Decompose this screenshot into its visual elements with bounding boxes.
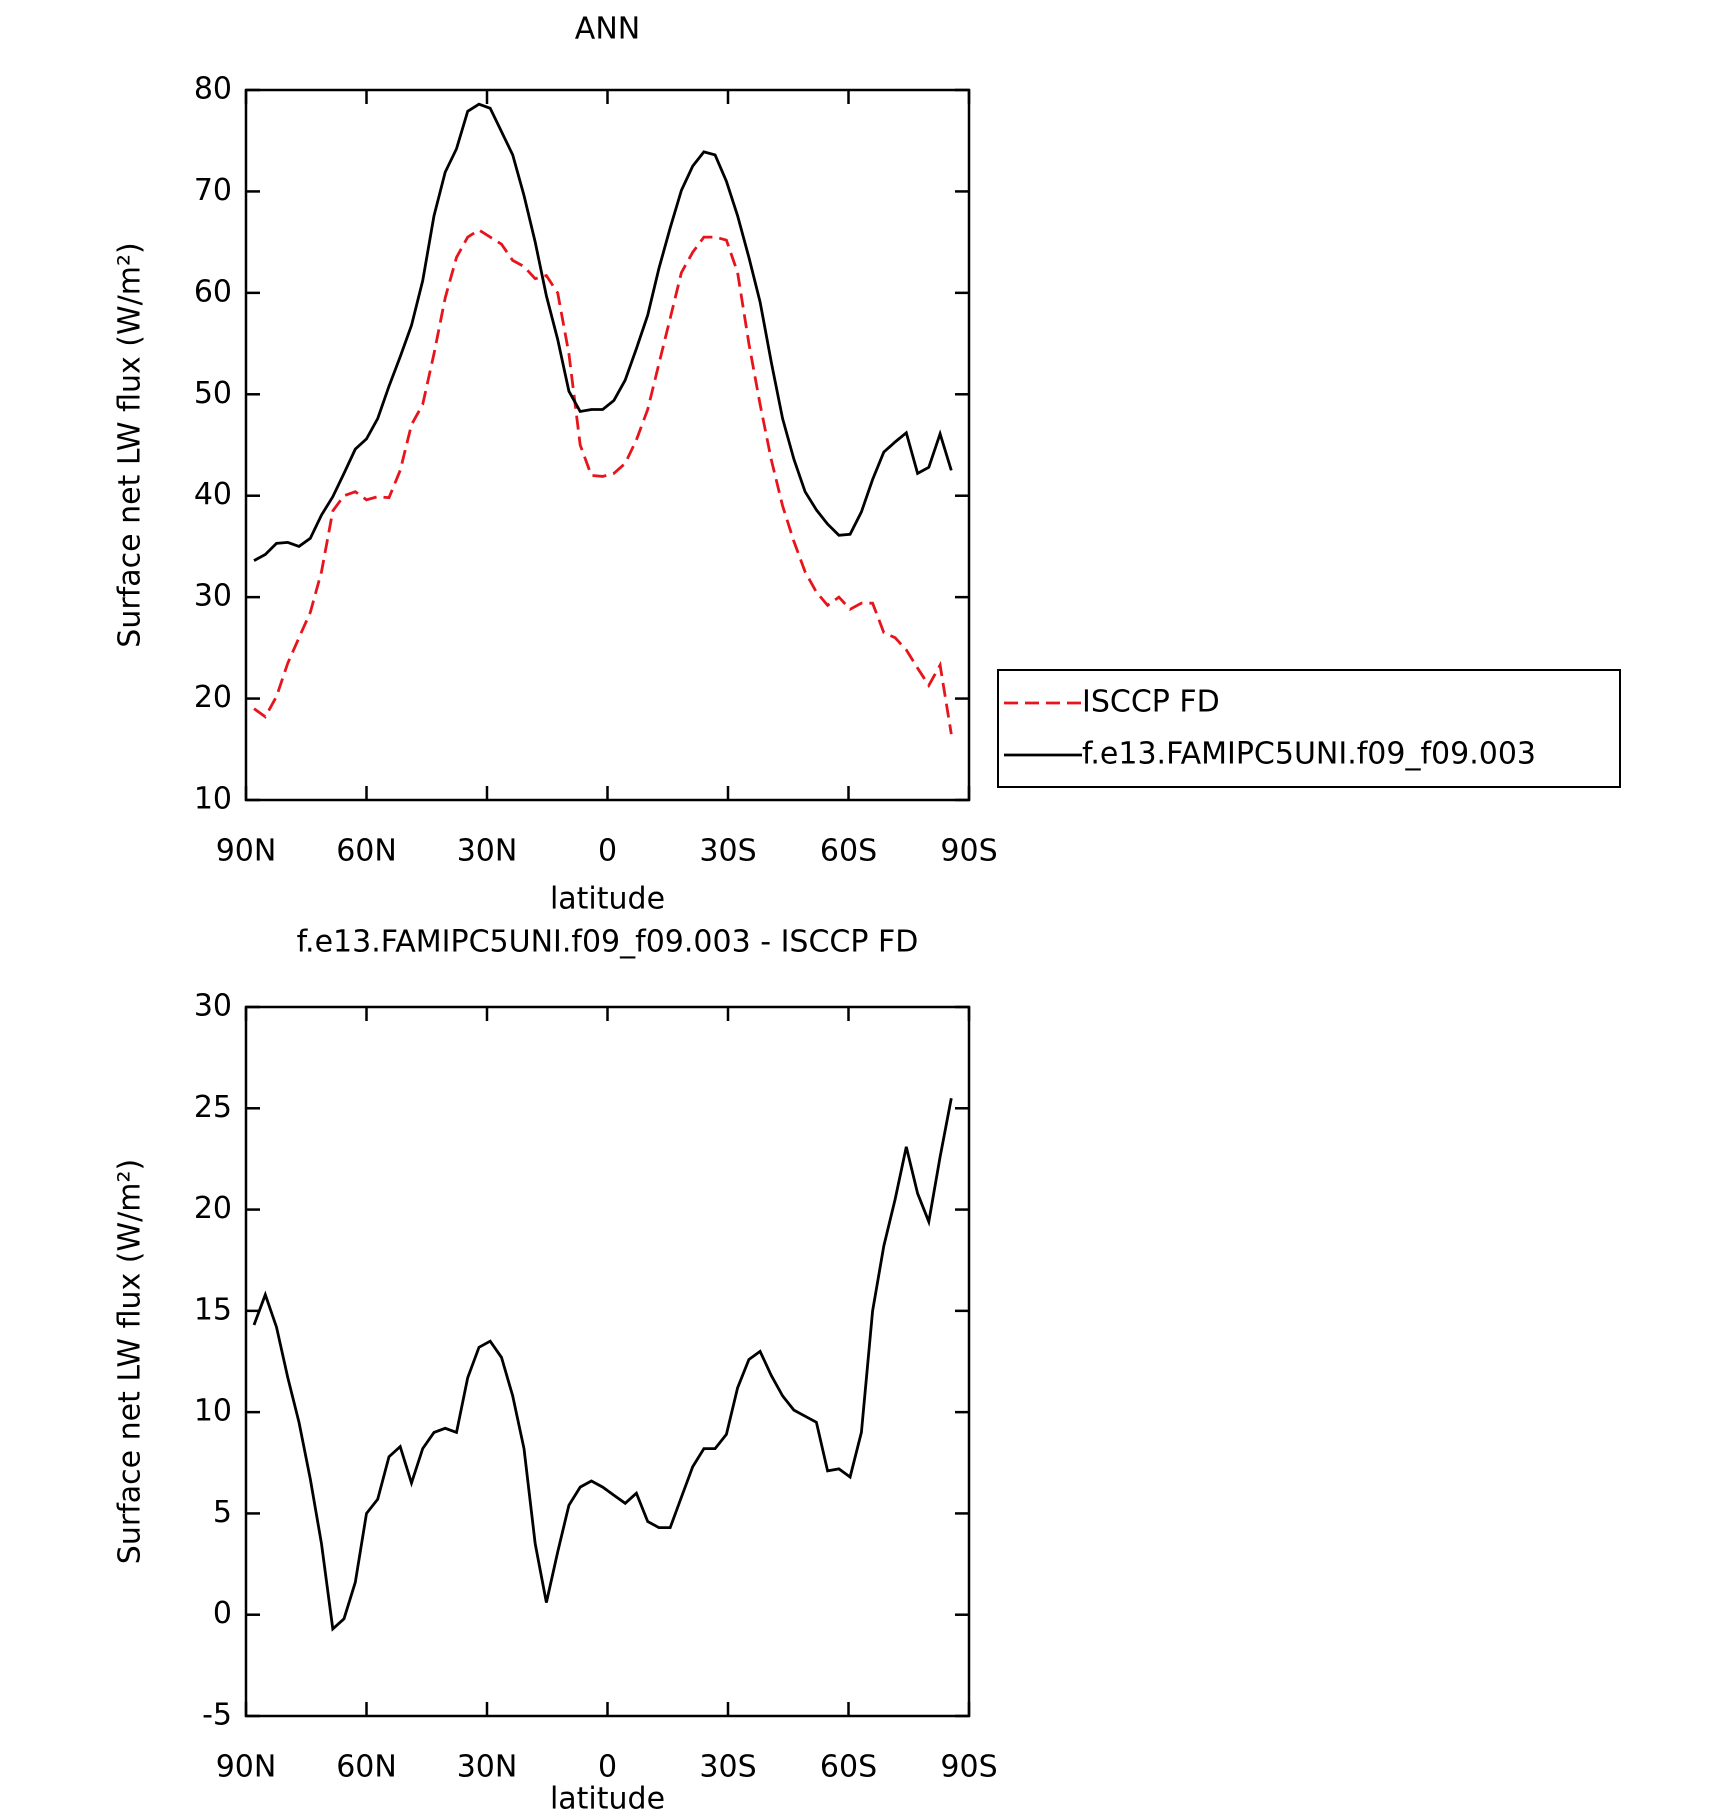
y-tick-label: 10 — [194, 1394, 232, 1429]
y-tick-label: 0 — [213, 1596, 232, 1631]
legend-label: f.e13.FAMIPC5UNI.f09_f09.003 — [1082, 737, 1536, 772]
y-tick-label: 15 — [194, 1292, 232, 1327]
y-tick-label: 30 — [194, 989, 232, 1024]
y-tick-label: 80 — [194, 72, 232, 107]
x-tick-label: 90N — [216, 834, 277, 869]
y-tick-label: 70 — [194, 173, 232, 208]
x-tick-label: 60N — [336, 1750, 397, 1785]
y-tick-label: 60 — [194, 274, 232, 309]
x-axis-label: latitude — [550, 1782, 665, 1816]
legend-label: ISCCP FD — [1082, 685, 1220, 720]
x-tick-label: 30S — [699, 1750, 756, 1785]
data-line — [253, 228, 953, 735]
plot-frame — [244, 1005, 971, 1718]
data-line — [253, 102, 953, 562]
x-tick-label: 0 — [598, 834, 617, 869]
y-tick-label: 20 — [194, 680, 232, 715]
x-tick-label: 60S — [820, 834, 877, 869]
y-axis-label: Surface net LW flux (W/m²) — [113, 1159, 148, 1564]
x-tick-label: 90S — [940, 1750, 997, 1785]
x-tick-label: 30N — [457, 1750, 518, 1785]
y-tick-label: -5 — [202, 1698, 232, 1733]
x-axis-label: latitude — [550, 882, 665, 917]
x-tick-label: 30S — [699, 834, 756, 869]
x-tick-label: 60S — [820, 1750, 877, 1785]
x-tick-label: 90S — [940, 834, 997, 869]
y-tick-label: 40 — [194, 477, 232, 512]
y-tick-label: 50 — [194, 376, 232, 411]
x-tick-label: 90N — [216, 1750, 277, 1785]
plot-frame — [244, 88, 971, 802]
x-tick-label: 30N — [457, 834, 518, 869]
y-tick-label: 10 — [194, 782, 232, 817]
legend-box — [997, 669, 1621, 788]
x-tick-label: 60N — [336, 834, 397, 869]
y-tick-label: 5 — [213, 1495, 232, 1530]
y-tick-label: 30 — [194, 579, 232, 614]
x-tick-label: 0 — [598, 1750, 617, 1785]
data-line — [252, 1097, 953, 1632]
y-tick-label: 25 — [194, 1090, 232, 1125]
chart-title: f.e13.FAMIPC5UNI.f09_f09.003 - ISCCP FD — [297, 925, 919, 960]
y-axis-label: Surface net LW flux (W/m²) — [113, 242, 148, 647]
chart-title: ANN — [575, 12, 640, 47]
y-tick-label: 20 — [194, 1191, 232, 1226]
